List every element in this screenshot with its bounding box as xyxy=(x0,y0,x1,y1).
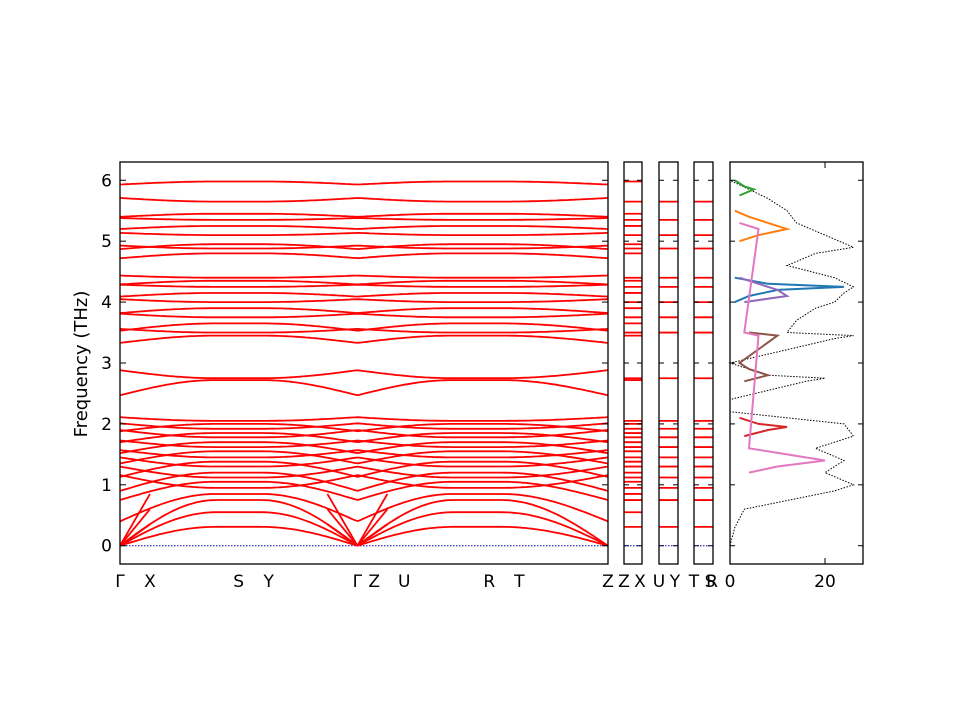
band-line xyxy=(119,307,609,314)
segment-panel-frame xyxy=(693,161,714,565)
band-structure-segment-panels: Z X U Y T SR xyxy=(618,161,718,592)
band-line xyxy=(119,252,609,260)
dos-x-tick-label: 0 xyxy=(725,572,736,592)
band-line xyxy=(119,456,609,468)
band-line xyxy=(119,493,609,523)
dos-partial-line xyxy=(734,179,757,197)
acoustic-branch xyxy=(119,523,151,547)
dos-partial-line xyxy=(737,331,781,383)
band-line xyxy=(119,422,609,430)
segment-path-label: X xyxy=(634,572,646,592)
segment-path-label: Z xyxy=(618,572,630,592)
path-label: S xyxy=(233,572,244,592)
y-tick-label: 5 xyxy=(101,232,112,252)
dos-partial-line xyxy=(734,276,845,304)
dos-total-line xyxy=(728,179,856,546)
path-label: U xyxy=(398,572,410,592)
dos-partial-line xyxy=(739,221,826,474)
band-line xyxy=(119,298,609,303)
y-tick-label: 4 xyxy=(101,293,112,313)
band-line xyxy=(119,231,609,236)
y-tick-label: 1 xyxy=(101,476,112,496)
path-label: Γ xyxy=(353,572,363,592)
band-line xyxy=(119,441,609,455)
band-line xyxy=(119,225,609,230)
y-tick-label: 6 xyxy=(101,171,112,191)
band-line xyxy=(119,322,609,332)
acoustic-branch xyxy=(326,508,359,547)
segment-path-label: Y xyxy=(669,572,681,592)
segment-panel-frame xyxy=(623,161,643,565)
dos-x-tick-label: 20 xyxy=(814,572,836,592)
segment-path-label: R xyxy=(706,572,718,592)
band-line xyxy=(119,217,609,221)
y-tick-label: 0 xyxy=(101,537,112,557)
dos-panel: 0 20 xyxy=(725,161,864,592)
dos-partial-line xyxy=(734,209,791,243)
acoustic-branch xyxy=(119,508,151,547)
acoustic-branch xyxy=(356,508,389,547)
band-line xyxy=(119,292,609,298)
band-line xyxy=(119,283,609,288)
band-line xyxy=(119,244,609,250)
band-line xyxy=(119,480,609,501)
path-label: X xyxy=(144,572,156,592)
band-line xyxy=(119,279,609,286)
band-line xyxy=(119,465,609,479)
path-label: R xyxy=(483,572,495,592)
segment-panel-frame xyxy=(658,161,679,565)
band-line xyxy=(119,180,609,186)
y-axis-label: Frequency (THz) xyxy=(71,291,92,438)
segment-path-label: S xyxy=(705,572,716,592)
path-label: Y xyxy=(262,572,274,592)
band-line xyxy=(119,432,609,444)
y-tick-label: 2 xyxy=(101,415,112,435)
dos-partial-line xyxy=(739,416,788,438)
path-label: Γ xyxy=(115,572,125,592)
acoustic-branch xyxy=(356,493,389,547)
band-line xyxy=(119,471,609,492)
band-line xyxy=(119,379,609,397)
band-line xyxy=(119,460,609,478)
band-line xyxy=(119,312,609,319)
band-line xyxy=(119,450,609,465)
acoustic-branch xyxy=(326,523,358,547)
path-label: Z xyxy=(602,572,614,592)
main-panel-frame xyxy=(119,161,609,565)
band-line xyxy=(119,423,609,433)
band-line xyxy=(119,369,609,380)
band-line xyxy=(119,243,609,251)
path-label: T xyxy=(513,572,525,592)
band-line xyxy=(119,274,609,279)
band-line xyxy=(119,416,609,422)
dos-panel-frame xyxy=(729,161,864,565)
path-label: Z xyxy=(368,572,380,592)
band-line xyxy=(119,525,609,547)
acoustic-branch xyxy=(356,523,388,547)
band-line xyxy=(119,474,609,489)
band-line xyxy=(119,212,609,218)
band-line xyxy=(119,334,609,344)
band-line xyxy=(119,197,609,203)
y-tick-label: 3 xyxy=(101,354,112,374)
band-line xyxy=(119,449,609,459)
acoustic-branch xyxy=(119,493,151,547)
segment-path-label: T xyxy=(688,572,700,592)
segment-path-label: U xyxy=(653,572,665,592)
acoustic-branch xyxy=(326,493,359,547)
